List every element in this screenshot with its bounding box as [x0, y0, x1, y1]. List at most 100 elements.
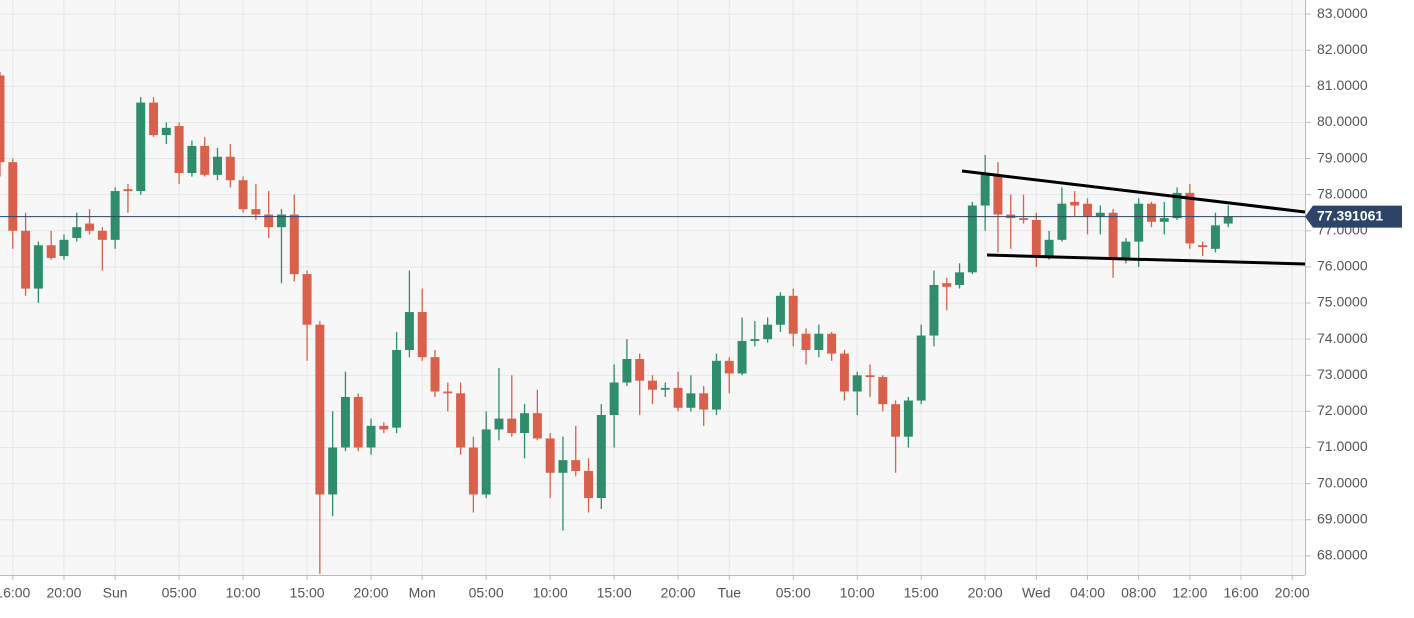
- candle-body: [1134, 203, 1144, 242]
- y-tick-label: 75.0000: [1317, 294, 1368, 310]
- candle-body: [136, 102, 146, 192]
- candle-body: [443, 391, 453, 394]
- candle-body: [750, 339, 760, 341]
- y-tick-label: 74.0000: [1317, 330, 1368, 346]
- x-tick-label: 12:00: [1172, 585, 1207, 601]
- candle-body: [404, 312, 414, 350]
- x-tick-label: 15:00: [290, 585, 325, 601]
- candle-body: [929, 284, 939, 336]
- candle-body: [430, 357, 440, 392]
- candle-body: [545, 438, 555, 473]
- candle-body: [827, 333, 837, 354]
- candle-body: [673, 387, 683, 408]
- candle-body: [468, 447, 478, 495]
- candle-body: [584, 470, 594, 499]
- trendline: [961, 169, 1305, 214]
- candle-body: [289, 214, 299, 275]
- candle-body: [264, 214, 274, 228]
- candle-body: [110, 191, 120, 240]
- candle-body: [788, 295, 798, 334]
- candle-body: [21, 230, 31, 289]
- candle-body: [33, 245, 43, 289]
- candles: [0, 71, 1305, 574]
- candle-body: [596, 414, 606, 499]
- candle-body: [942, 283, 952, 287]
- candle-body: [507, 418, 517, 434]
- candle-body: [1198, 245, 1208, 248]
- x-tick-label: 05:00: [162, 585, 197, 601]
- candle-body: [225, 156, 235, 181]
- y-tick-label: 72.0000: [1317, 402, 1368, 418]
- candle-body: [315, 324, 325, 495]
- candle-body: [59, 239, 69, 257]
- y-tick-label: 82.0000: [1317, 41, 1368, 57]
- candle-body: [814, 333, 824, 350]
- candle-body: [456, 393, 466, 448]
- x-tick-label: 16:00: [1224, 585, 1259, 601]
- candle-body: [737, 340, 747, 374]
- candle-body: [520, 413, 530, 434]
- candle-body: [711, 360, 721, 410]
- candle-body: [878, 377, 888, 405]
- candle-body: [891, 404, 901, 437]
- candle-body: [200, 145, 210, 175]
- candle-body: [1172, 192, 1182, 219]
- candle-body: [1146, 203, 1156, 222]
- candle-body: [852, 375, 862, 392]
- candle-body: [1185, 192, 1195, 244]
- candle-body: [1057, 203, 1067, 240]
- candle-body: [993, 174, 1003, 215]
- candle-body: [481, 429, 491, 495]
- candle-body: [622, 359, 632, 383]
- candle-body: [340, 396, 350, 448]
- candle-body: [46, 245, 56, 258]
- x-tick-label: Tue: [717, 585, 741, 601]
- candle-body: [213, 156, 222, 175]
- candle-body: [903, 400, 913, 437]
- candle-body: [0, 75, 5, 163]
- candle-body: [609, 382, 619, 415]
- y-tick-label: 68.0000: [1317, 547, 1368, 563]
- trendlines: [961, 169, 1305, 266]
- candle-body: [1159, 218, 1169, 222]
- candle-body: [187, 145, 197, 174]
- x-tick-label: 08:00: [1121, 585, 1156, 601]
- y-tick-label: 73.0000: [1317, 366, 1368, 382]
- candle-body: [699, 393, 709, 410]
- y-tick-label: 76.0000: [1317, 258, 1368, 274]
- candle-body: [660, 387, 670, 390]
- candle-body: [149, 102, 159, 136]
- candle-body: [353, 396, 363, 448]
- candle-body: [558, 460, 568, 473]
- candle-body: [801, 333, 811, 350]
- candle-body: [328, 447, 338, 495]
- y-tick-label: 78.0000: [1317, 185, 1368, 201]
- x-tick-label: 10:00: [226, 585, 261, 601]
- x-tick-label: 15:00: [597, 585, 632, 601]
- x-tick-label: Wed: [1022, 585, 1051, 601]
- candle-body: [775, 295, 785, 325]
- candle-body: [635, 359, 645, 381]
- grid: [0, 0, 1305, 575]
- y-tick-label: 83.0000: [1317, 5, 1368, 21]
- candle-body: [8, 162, 18, 231]
- x-tick-label: 15:00: [904, 585, 939, 601]
- x-tick-label: 10:00: [840, 585, 875, 601]
- candle-body: [865, 375, 875, 378]
- candle-body: [980, 174, 990, 206]
- x-tick-label: 20:00: [661, 585, 696, 601]
- candle-body: [494, 418, 504, 430]
- x-tick-label: 10:00: [533, 585, 568, 601]
- candle-body: [1031, 219, 1041, 257]
- x-tick-label: 05:00: [776, 585, 811, 601]
- candle-body: [366, 425, 376, 448]
- candle-body: [72, 227, 82, 239]
- y-tick-label: 79.0000: [1317, 149, 1368, 165]
- candle-body: [1210, 225, 1220, 249]
- candle-body: [724, 360, 734, 374]
- last-price-tag: 77.391061: [1305, 205, 1402, 228]
- candle-body: [97, 230, 107, 240]
- candle-body: [379, 425, 389, 430]
- last-price-label: 77.391061: [1317, 207, 1383, 223]
- x-tick-label: 04:00: [1070, 585, 1105, 601]
